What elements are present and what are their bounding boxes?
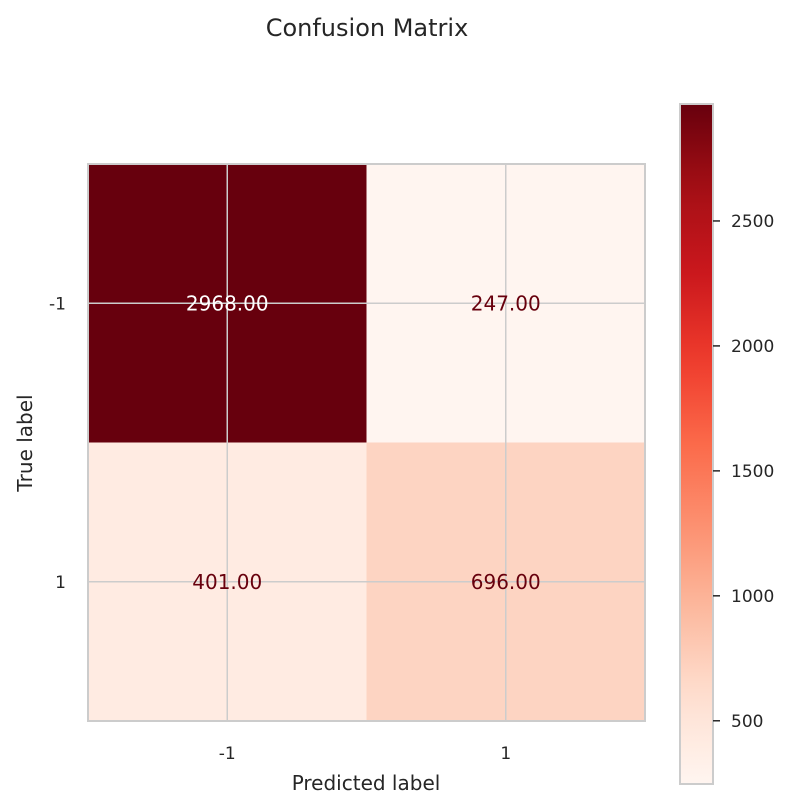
colorbar-tick-label: 500 [731,712,763,732]
x-axis-label: Predicted label [292,771,441,795]
x-tick-label: -1 [219,744,236,764]
plot-frame [87,163,646,722]
y-axis-ticks: -1 1 [49,294,66,593]
colorbar [679,103,714,785]
grid-lines [88,164,645,721]
cell-value-label: 401.00 [192,570,262,594]
colorbar-tick-label: 1000 [731,587,774,607]
colorbar-tick-label: 1500 [731,462,774,482]
y-tick-label: -1 [49,294,66,314]
colorbar-tick-label: 2000 [731,337,774,357]
x-tick-label: 1 [500,744,511,764]
colorbar-ticks: 500 1000 1500 2000 2500 [713,212,774,732]
cell-value-label: 247.00 [471,291,541,315]
y-tick-label: 1 [55,573,66,593]
cell-labels: 2968.00 247.00 401.00 696.00 [186,291,541,594]
cell-value-label: 2968.00 [186,291,269,315]
colorbar-tick-label: 2500 [731,212,774,232]
x-axis-ticks: -1 1 [219,744,511,764]
heatmap-cells [88,164,645,721]
chart-title: Confusion Matrix [266,14,469,42]
cell-value-label: 696.00 [471,570,541,594]
y-axis-label: True label [13,394,37,492]
